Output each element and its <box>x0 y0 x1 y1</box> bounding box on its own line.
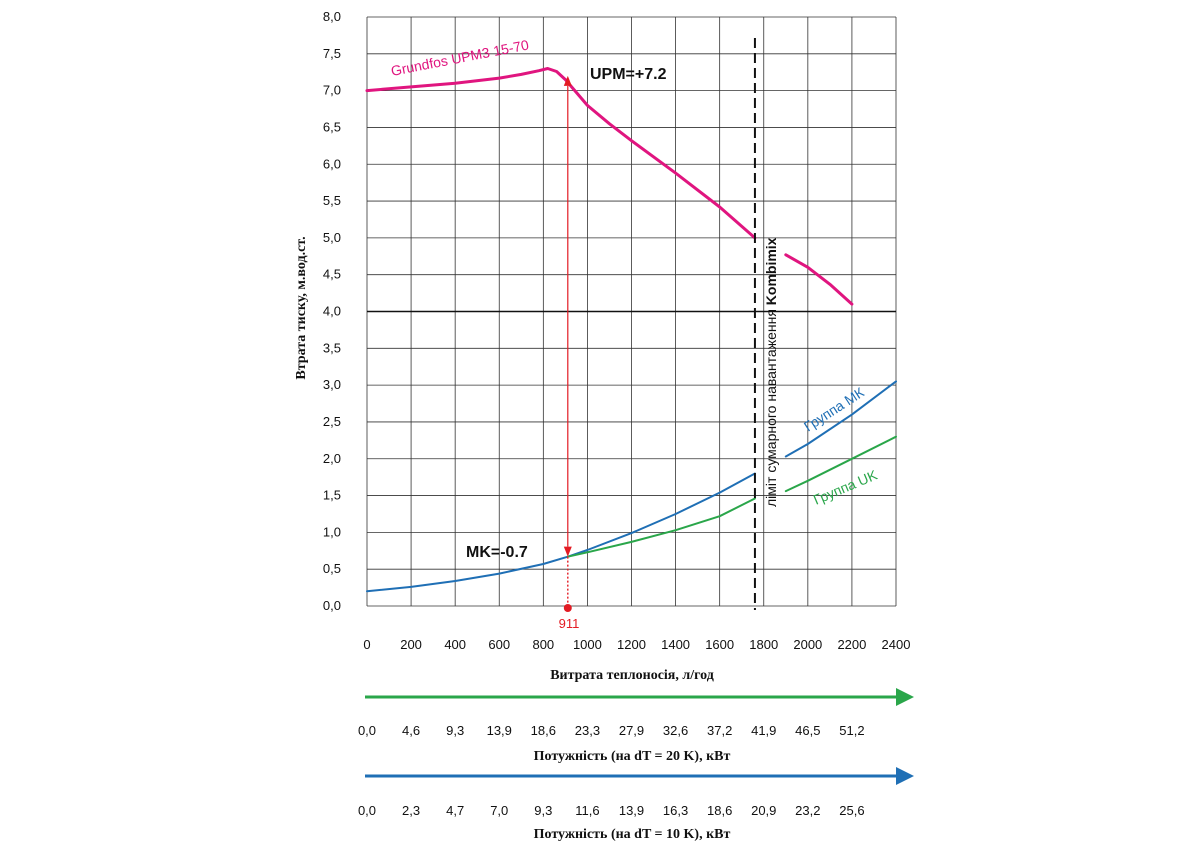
y-tick-label: 0,5 <box>323 561 341 576</box>
x-tick-label: 800 <box>532 637 554 652</box>
y-tick-label: 2,0 <box>323 451 341 466</box>
y-tick-label: 6,5 <box>323 119 341 134</box>
arrowhead-up <box>563 75 572 86</box>
x-tick-label: 1600 <box>705 637 734 652</box>
power-tick-label: 18,6 <box>707 803 732 818</box>
x-tick-label: 600 <box>488 637 510 652</box>
x-tick-label: 1800 <box>749 637 778 652</box>
power-tick-label: 20,9 <box>751 803 776 818</box>
power-tick-label: 18,6 <box>531 723 556 738</box>
power-tick-label: 23,2 <box>795 803 820 818</box>
power-tick-label: 13,9 <box>487 723 512 738</box>
arrowhead-down <box>563 546 572 557</box>
y-tick-label: 4,0 <box>323 304 341 319</box>
series-line-uk-1 <box>566 497 756 558</box>
y-tick-label: 1,0 <box>323 524 341 539</box>
y-tick-label: 6,0 <box>323 156 341 171</box>
series-label-pump: Grundfos UPM3 15-70 <box>390 36 531 78</box>
x-tick-label: 2000 <box>793 637 822 652</box>
power-axis-arrow-1 <box>896 688 914 706</box>
power-tick-label: 25,6 <box>839 803 864 818</box>
limit-label-prefix: ліміт сумарного навантаження <box>763 305 779 507</box>
x-tick-label: 2400 <box>882 637 911 652</box>
y-tick-label: 4,5 <box>323 267 341 282</box>
x-tick-labels: 0 200 400 600 800 1000 1200 1400 1600 1800 2000 220… <box>363 637 910 652</box>
y-tick-label: 3,5 <box>323 340 341 355</box>
power-tick-label: 0,0 <box>358 803 376 818</box>
x-tick-label: 1200 <box>617 637 646 652</box>
power-tick-label: 2,3 <box>402 803 420 818</box>
limit-label: ліміт сумарного навантаження Kombimix <box>763 237 779 507</box>
power-axis-20k-title: Потужність (на dT = 20 K), кВт <box>534 749 731 764</box>
power-tick-label: 0,0 <box>358 723 376 738</box>
annotations <box>563 38 756 612</box>
series-line-mk-2 <box>784 380 897 458</box>
x-tick-label: 2200 <box>837 637 866 652</box>
power-tick-label: 32,6 <box>663 723 688 738</box>
x-tick-label: 1000 <box>573 637 602 652</box>
pump-head-callout: UPM=+7.2 <box>590 66 667 83</box>
y-tick-label: 3,0 <box>323 377 341 392</box>
power-tick-label: 46,5 <box>795 723 820 738</box>
series-line-pump-1 <box>365 67 757 240</box>
y-tick-label: 2,5 <box>323 414 341 429</box>
series-line-uk-2 <box>784 435 897 493</box>
power-tick-label: 4,6 <box>402 723 420 738</box>
power-tick-label: 13,9 <box>619 803 644 818</box>
power-tick-label: 37,2 <box>707 723 732 738</box>
power-tick-label: 9,3 <box>446 723 464 738</box>
limit-label-brand: Kombimix <box>763 237 779 305</box>
power-tick-label: 4,7 <box>446 803 464 818</box>
x-tick-label: 1400 <box>661 637 690 652</box>
x-tick-label: 400 <box>444 637 466 652</box>
y-tick-label: 1,5 <box>323 488 341 503</box>
grid <box>366 16 897 607</box>
x-axis-title: Витрата теплоносія, л/год <box>550 668 714 683</box>
y-axis-title: Втрата тиску, м.вод.ст. <box>294 236 309 379</box>
power-tick-label: 41,9 <box>751 723 776 738</box>
power-tick-label: 7,0 <box>490 803 508 818</box>
y-tick-labels: 0,0 0,5 1,0 1,5 2,0 2,5 3,0 3,5 4,0 4,5 5,0 5,5 6,0 6… <box>323 9 341 613</box>
y-tick-label: 0,0 <box>323 598 341 613</box>
power-tick-label: 23,3 <box>575 723 600 738</box>
power-axis-10k-title: Потужність (на dT = 10 K), кВт <box>534 827 731 842</box>
y-tick-label: 5,5 <box>323 193 341 208</box>
y-tick-label: 8,0 <box>323 9 341 24</box>
x-tick-label: 0 <box>363 637 370 652</box>
y-tick-label: 7,5 <box>323 46 341 61</box>
operating-point-label: 911 <box>559 616 580 631</box>
power-axis-arrow-2 <box>896 767 914 785</box>
y-tick-label: 7,0 <box>323 83 341 98</box>
y-tick-label: 5,0 <box>323 230 341 245</box>
series-label-uk: Группа UK <box>811 466 880 507</box>
power-tick-label: 11,6 <box>575 803 599 818</box>
system-loss-callout: MK=-0.7 <box>466 544 528 561</box>
series-line-pump-2 <box>784 253 854 306</box>
power-tick-label: 16,3 <box>663 803 688 818</box>
power-tick-label: 27,9 <box>619 723 644 738</box>
power-tick-label: 9,3 <box>534 803 552 818</box>
power-axes: 0,0 4,6 9,3 13,9 18,6 23,3 27,9 32,6 37,2 41,9 46,… <box>358 688 914 818</box>
operating-point-dot <box>563 604 572 612</box>
power-tick-label: 51,2 <box>839 723 864 738</box>
x-tick-label: 200 <box>400 637 422 652</box>
